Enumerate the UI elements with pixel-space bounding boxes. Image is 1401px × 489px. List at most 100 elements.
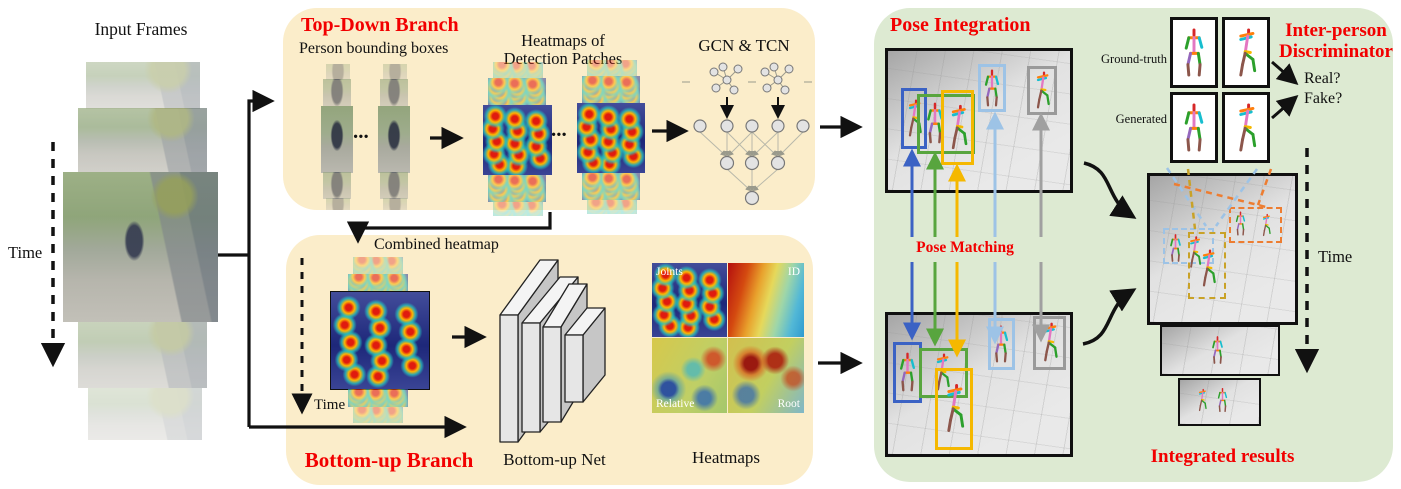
detection-heatmap [577, 103, 645, 173]
ground-truth-label: Ground-truth [1101, 52, 1167, 66]
pose-bbox-gray [1027, 66, 1057, 115]
crop-ellipsis: ... [353, 119, 369, 143]
person-crop [380, 172, 408, 199]
person-crop [383, 64, 407, 80]
detection-heatmap [488, 175, 546, 202]
person-crop [323, 172, 351, 199]
person-crop [326, 64, 350, 80]
skeleton-figure [1233, 100, 1259, 155]
gcn-tcn-network-diagram [682, 62, 812, 206]
detection-heatmap [587, 60, 637, 76]
integrated-frame-3 [1178, 378, 1261, 426]
detection-heatmap [582, 76, 640, 103]
root-heatmap [728, 338, 804, 413]
generated-label: Generated [1115, 112, 1167, 126]
skeleton-figure [897, 348, 918, 396]
input-frame-3 [63, 172, 218, 322]
combined-heatmap [348, 389, 408, 407]
skeleton-figure [1196, 384, 1208, 416]
fake-label: Fake? [1304, 90, 1343, 107]
skeleton-figure [924, 99, 946, 147]
combined-heatmap [353, 257, 403, 274]
pose-bbox-yellow [935, 368, 973, 450]
generated-card-2 [1222, 92, 1270, 163]
relative-label: Relative [656, 398, 695, 410]
root-label: Root [777, 398, 800, 410]
detection-heatmap [587, 200, 637, 214]
gcn-tcn-label: GCN & TCN [698, 36, 790, 55]
detection-heatmaps-label: Heatmaps of Detection Patches [503, 31, 623, 69]
person-crop [383, 198, 407, 210]
skeleton-figure [1186, 234, 1203, 270]
skeleton-figure [941, 375, 967, 441]
combined-heatmap [348, 274, 408, 292]
generated-card-1 [1170, 92, 1218, 163]
pose-bbox-lightblue [988, 318, 1015, 370]
pose-bbox-gray [1033, 316, 1066, 370]
pose-bbox-blue [893, 342, 922, 403]
skeleton-figure [1210, 329, 1225, 371]
skeleton-figure [1039, 321, 1060, 363]
real-label: Real? [1304, 70, 1341, 87]
detection-heatmap [493, 62, 543, 78]
relative-heatmap [652, 338, 727, 413]
top-down-branch-title: Top-Down Branch [301, 14, 459, 36]
skeleton-figure [1216, 382, 1229, 418]
joints-heatmap [652, 263, 727, 337]
skeleton-figure [1181, 25, 1207, 80]
pose-bbox-lightblue [978, 64, 1006, 112]
input-time-label: Time [8, 243, 43, 262]
person-crop [321, 106, 353, 173]
input-frames-title: Input Frames [94, 19, 188, 39]
bottom-up-net-label: Bottom-up Net [503, 450, 606, 469]
bottom-up-branch-title: Bottom-up Branch [304, 448, 474, 472]
person-crop [326, 198, 350, 210]
input-frame-4 [78, 322, 207, 388]
output-heatmaps-quadrant: Joints ID Relative Root [652, 263, 804, 413]
skeleton-figure [982, 68, 1002, 108]
input-frame-1 [86, 62, 200, 109]
integrated-frame-2 [1160, 325, 1280, 376]
ground-truth-card-2 [1222, 17, 1270, 88]
discriminator-title: Inter-person Discriminator [1279, 20, 1393, 63]
person-crop [380, 79, 408, 106]
track-box-gold [1188, 232, 1226, 299]
detection-heatmap [582, 173, 640, 200]
skeleton-figure [1234, 210, 1247, 237]
detection-heatmap [488, 78, 546, 105]
integrated-frame-1 [1147, 173, 1298, 325]
person-bounding-boxes-label: Person bounding boxes [299, 40, 449, 57]
skeleton-figure [1181, 100, 1207, 155]
person-crop [378, 106, 410, 173]
skeleton-figure [1168, 232, 1183, 264]
heatmap-ellipsis: ... [551, 117, 567, 141]
integrated-results-title: Integrated results [1150, 446, 1295, 467]
pose-matching-label: Pose Matching [916, 239, 1014, 256]
combined-heatmap [330, 291, 430, 390]
input-frame-5 [88, 388, 202, 440]
skeleton-figure [1233, 25, 1259, 80]
detection-heatmap [483, 105, 552, 175]
bottom-up-time-label: Time [314, 397, 346, 413]
pose-bbox-yellow [941, 90, 974, 165]
skeleton-figure [946, 97, 970, 157]
combined-heatmap-label: Combined heatmap [374, 236, 499, 253]
skeleton-figure [1032, 70, 1052, 110]
input-frame-2 [78, 108, 207, 172]
skeleton-figure [991, 323, 1011, 365]
pose-integration-title: Pose Integration [890, 14, 1031, 36]
heatmaps-label: Heatmaps [692, 448, 760, 467]
id-heatmap [728, 263, 804, 337]
joints-label: Joints [656, 266, 683, 278]
integrated-time-label: Time [1318, 247, 1353, 266]
skeleton-figure [1198, 246, 1218, 290]
detection-heatmap [493, 202, 543, 216]
pose-frame-top [885, 48, 1073, 193]
id-label: ID [787, 266, 800, 278]
ground-truth-card-1 [1170, 17, 1218, 88]
skeleton-figure [1260, 212, 1272, 238]
combined-heatmap [353, 407, 403, 423]
person-crop [323, 79, 351, 106]
pose-frame-bottom [885, 312, 1073, 457]
